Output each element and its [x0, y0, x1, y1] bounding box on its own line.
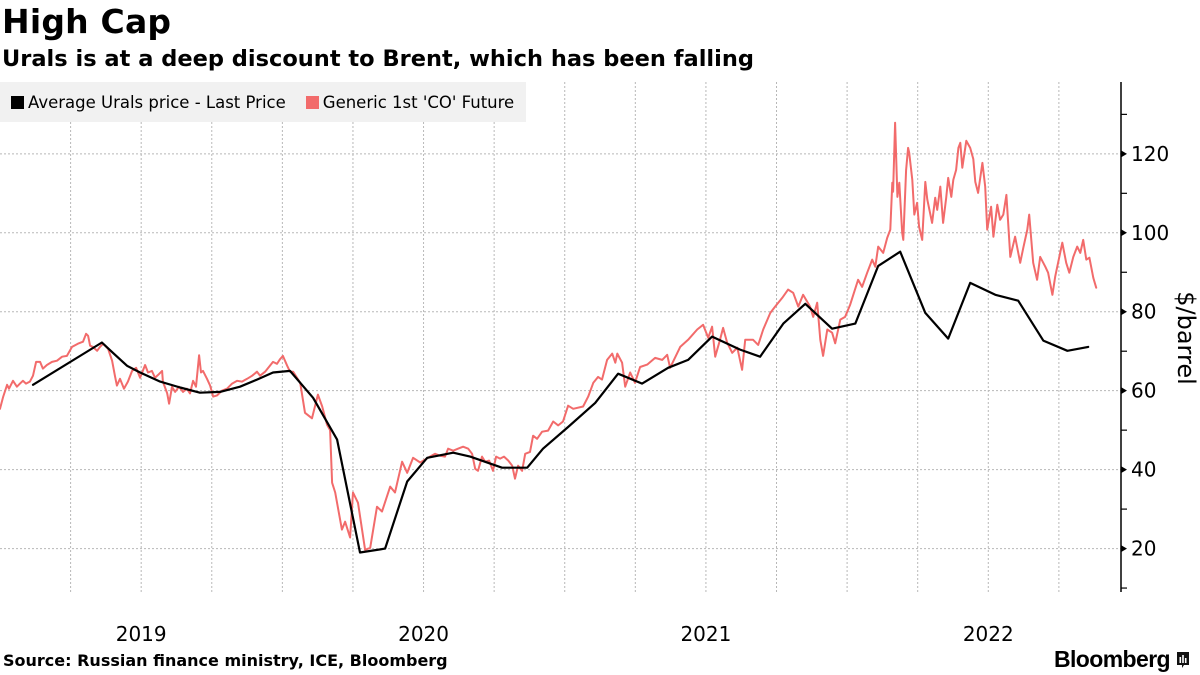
legend: Average Urals price - Last Price Generic… — [0, 82, 526, 122]
brand-name: Bloomberg — [1054, 646, 1171, 672]
legend-swatch-brent — [305, 95, 319, 109]
y-major-tick — [1121, 229, 1127, 237]
legend-label-brent: Generic 1st 'CO' Future — [322, 92, 515, 112]
legend-swatch-urals — [11, 95, 24, 109]
chart-title: High Cap — [2, 2, 172, 41]
y-major-tick — [1121, 387, 1127, 395]
y-major-tick — [1121, 308, 1127, 316]
series-line-urals — [31, 250, 1090, 554]
series-layer — [0, 121, 1098, 554]
y-tick-label: 20 — [1131, 537, 1156, 561]
x-tick-label: 2020 — [398, 622, 449, 646]
x-axis-labels: 2019 2020 2021 2022 — [116, 622, 1014, 646]
legend-item-brent: Generic 1st 'CO' Future — [305, 92, 515, 112]
bloomberg-logo: Bloomberg — [1054, 646, 1190, 673]
y-major-tick — [1121, 466, 1127, 474]
y-tick-label: 80 — [1131, 300, 1156, 324]
x-tick-label: 2021 — [680, 622, 731, 646]
y-tick-label: 60 — [1131, 379, 1156, 403]
legend-label-urals: Average Urals price - Last Price — [28, 92, 286, 112]
x-tick-label: 2022 — [963, 622, 1014, 646]
y-major-tick — [1121, 150, 1127, 158]
x-tick-label: 2019 — [116, 622, 167, 646]
bloomberg-terminal-icon — [1177, 651, 1189, 668]
y-tick-label: 120 — [1131, 142, 1169, 166]
y-axis: 20 40 60 80 100 120 — [1120, 82, 1169, 592]
grid-layer — [0, 82, 1121, 592]
legend-item-urals: Average Urals price - Last Price — [11, 93, 286, 112]
y-axis-title: $/barrel — [1172, 291, 1200, 385]
y-tick-label: 40 — [1131, 458, 1156, 482]
y-major-tick — [1121, 545, 1127, 553]
y-tick-label: 100 — [1131, 221, 1169, 245]
source-note: Source: Russian finance ministry, ICE, B… — [3, 651, 448, 670]
chart-subtitle: Urals is at a deep discount to Brent, wh… — [2, 46, 754, 72]
series-line-brent — [0, 121, 1098, 551]
